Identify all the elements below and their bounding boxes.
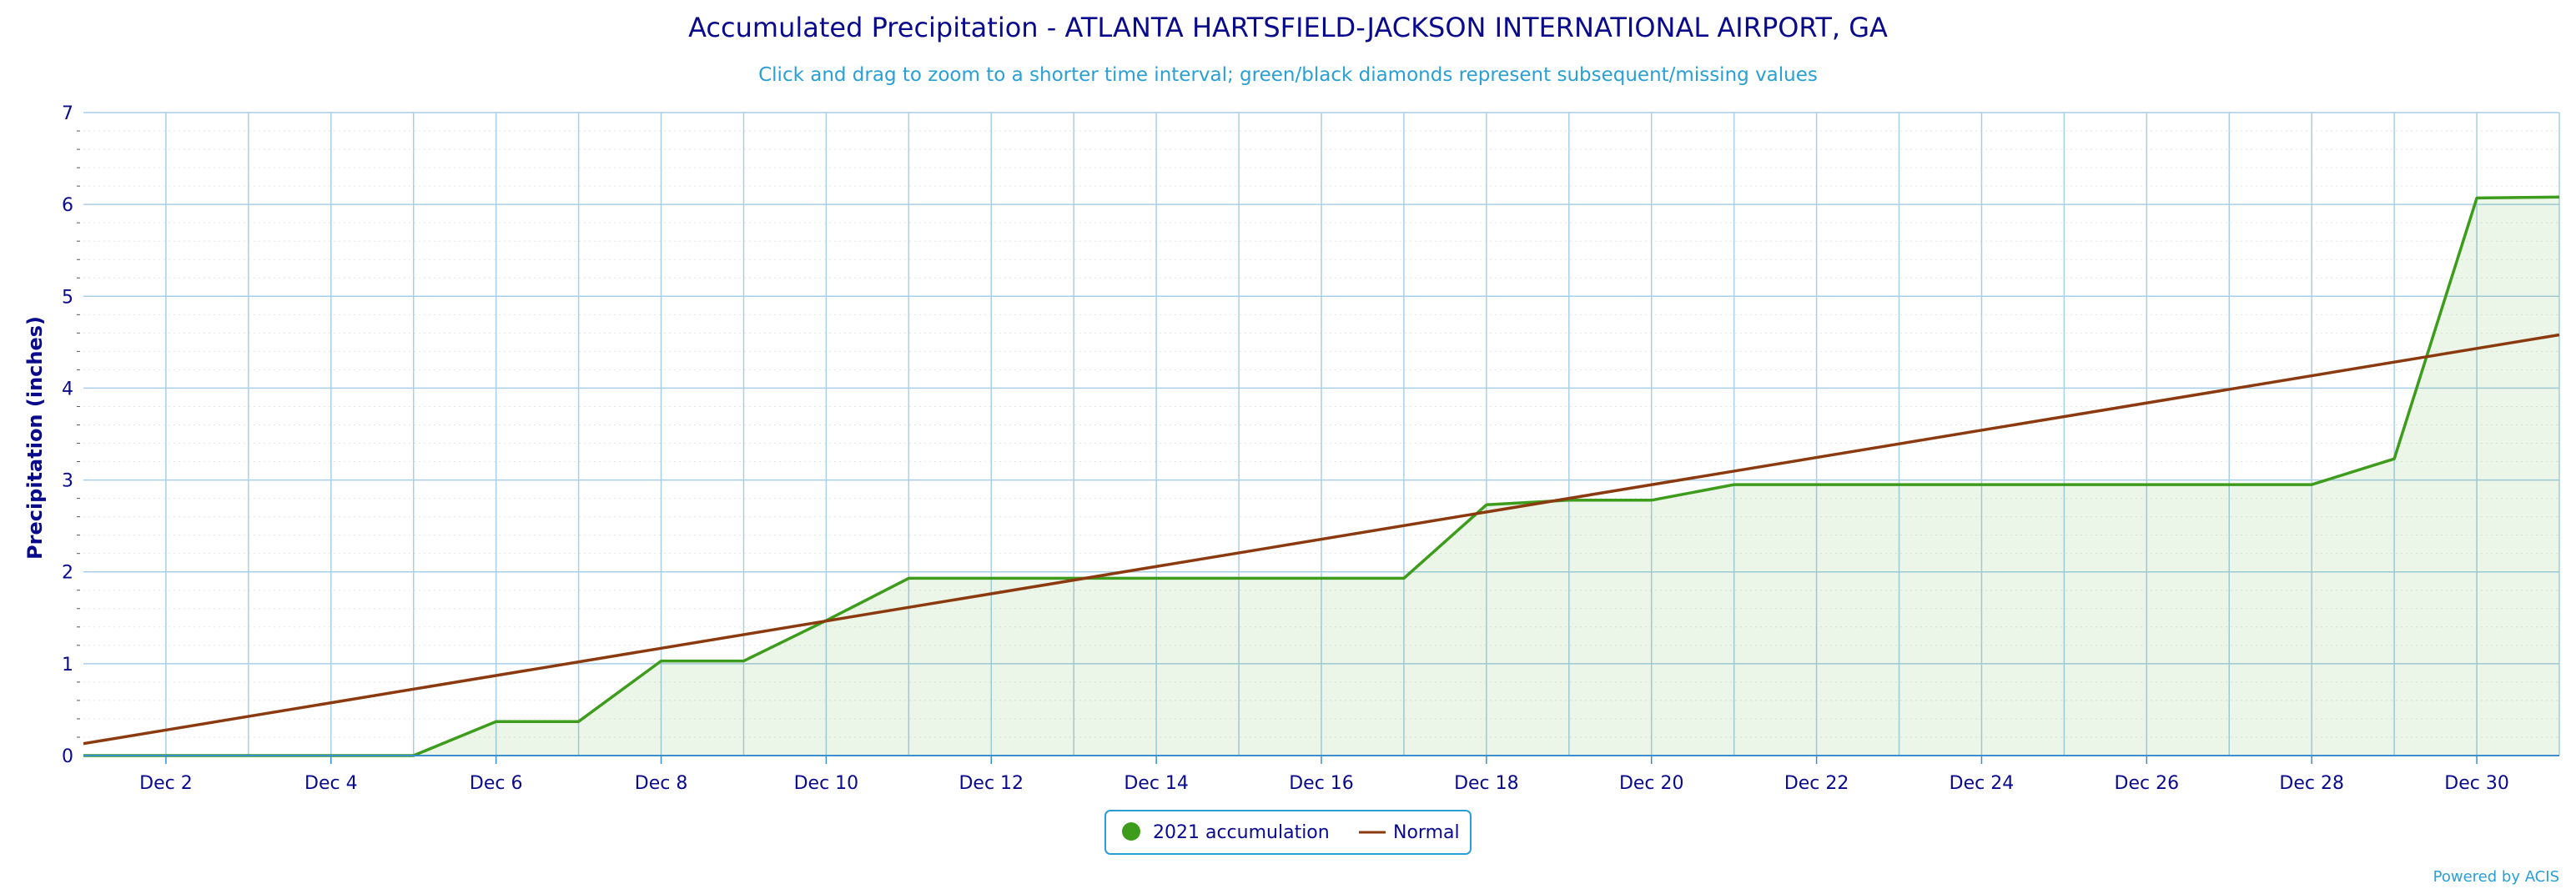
- legend-box: [1104, 810, 1472, 855]
- powered-by-credit[interactable]: Powered by ACIS: [2433, 868, 2559, 886]
- legend-item-normal[interactable]: Normal: [1359, 822, 1460, 843]
- y-tick-label: 0: [62, 746, 73, 767]
- legend-item-accumulation[interactable]: 2021 accumulation: [1122, 822, 1330, 843]
- accumulation-area-fill: [83, 197, 2559, 756]
- x-tick-label: Dec 30: [2444, 773, 2509, 794]
- x-tick-label: Dec 16: [1289, 773, 1354, 794]
- x-tick-label: Dec 24: [1950, 773, 2015, 794]
- legend-accumulation-marker: [1122, 822, 1140, 841]
- legend-accumulation-label: 2021 accumulation: [1153, 822, 1330, 843]
- legend-normal-label: Normal: [1393, 822, 1460, 843]
- x-tick-label: Dec 12: [958, 773, 1024, 794]
- x-tick-label: Dec 22: [1784, 773, 1849, 794]
- x-tick-label: Dec 10: [794, 773, 859, 794]
- series-line-normal[interactable]: [83, 333, 2560, 746]
- y-tick-label: 1: [62, 655, 73, 676]
- y-axis-title: Precipitation (inches): [23, 316, 47, 560]
- y-tick-label: 2: [62, 563, 73, 584]
- x-tick-label: Dec 20: [1619, 773, 1684, 794]
- chart-subtitle: Click and drag to zoom to a shorter time…: [758, 64, 1818, 86]
- y-tick-label: 6: [62, 195, 73, 216]
- legend: 2021 accumulation Normal: [1104, 810, 1472, 855]
- series-lines[interactable]: [83, 195, 2560, 757]
- x-tick-label: Dec 26: [2115, 773, 2180, 794]
- x-axis-ticks: Dec 2 Dec 4 Dec 6 Dec 8 Dec 10 Dec 12 Dec 14 De…: [139, 756, 2509, 794]
- series-line-accumulation[interactable]: [83, 195, 2560, 757]
- x-tick-label: Dec 18: [1454, 773, 1519, 794]
- y-tick-label: 5: [62, 287, 73, 308]
- x-tick-label: Dec 2: [139, 773, 193, 794]
- y-tick-label: 3: [62, 471, 73, 492]
- x-tick-label: Dec 4: [304, 773, 358, 794]
- y-tick-label: 7: [62, 103, 73, 124]
- x-tick-label: Dec 8: [635, 773, 688, 794]
- y-tick-label: 4: [62, 379, 73, 399]
- y-axis-ticks: 0 1 2 3 4 5 6 7: [62, 103, 73, 767]
- x-tick-label: Dec 28: [2279, 773, 2344, 794]
- chart-title: Accumulated Precipitation - ATLANTA HART…: [688, 12, 1888, 43]
- x-tick-label: Dec 6: [470, 773, 523, 794]
- x-tick-label: Dec 14: [1124, 773, 1189, 794]
